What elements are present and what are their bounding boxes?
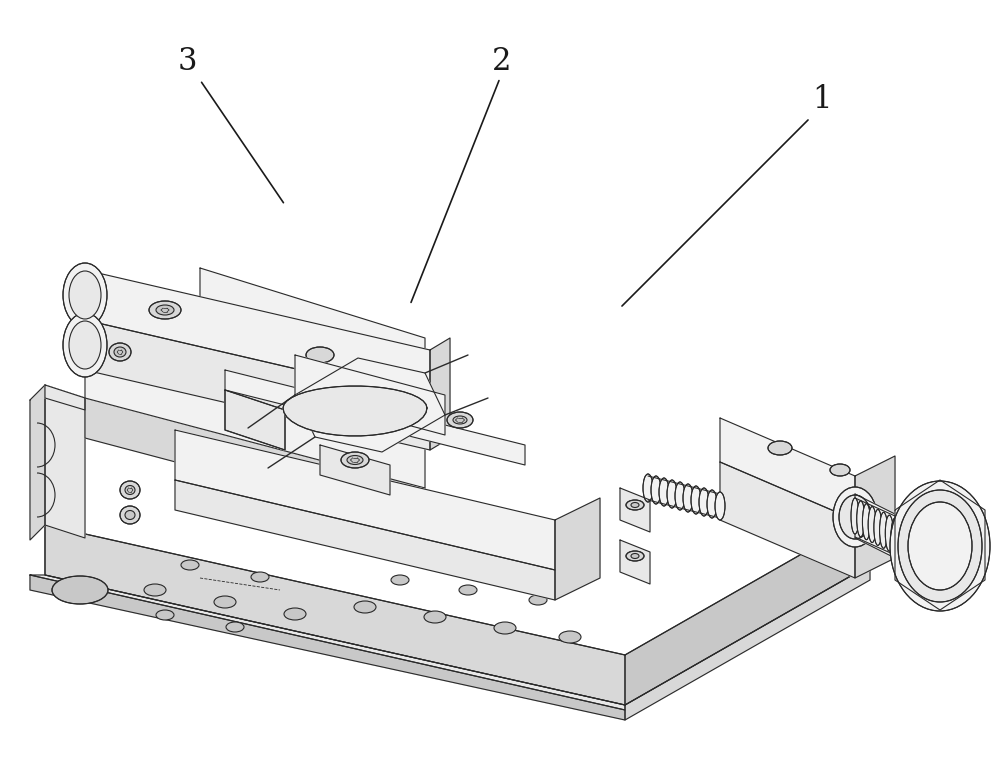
Ellipse shape <box>494 622 516 634</box>
Ellipse shape <box>890 481 990 611</box>
Ellipse shape <box>626 551 644 561</box>
Ellipse shape <box>874 509 882 545</box>
Ellipse shape <box>631 554 639 558</box>
Ellipse shape <box>891 518 899 554</box>
Polygon shape <box>200 268 425 390</box>
Ellipse shape <box>559 631 581 643</box>
Polygon shape <box>620 488 650 532</box>
Polygon shape <box>45 385 85 538</box>
Ellipse shape <box>683 484 693 512</box>
Polygon shape <box>295 358 445 452</box>
Ellipse shape <box>851 498 859 534</box>
Ellipse shape <box>156 610 174 620</box>
Ellipse shape <box>868 507 876 542</box>
Polygon shape <box>85 270 430 400</box>
Ellipse shape <box>214 596 236 608</box>
Ellipse shape <box>125 511 135 519</box>
Ellipse shape <box>691 486 701 514</box>
Ellipse shape <box>114 347 126 357</box>
Polygon shape <box>30 575 625 710</box>
Polygon shape <box>320 445 390 495</box>
Ellipse shape <box>833 487 877 547</box>
Ellipse shape <box>715 492 725 520</box>
Ellipse shape <box>675 482 685 510</box>
Polygon shape <box>720 462 855 578</box>
Ellipse shape <box>459 585 477 595</box>
Polygon shape <box>225 390 285 450</box>
Polygon shape <box>45 525 625 705</box>
Ellipse shape <box>447 412 473 428</box>
Ellipse shape <box>69 271 101 319</box>
Ellipse shape <box>707 490 717 518</box>
Ellipse shape <box>149 301 181 319</box>
Polygon shape <box>225 390 285 450</box>
Ellipse shape <box>651 476 661 504</box>
Text: 3: 3 <box>178 47 198 78</box>
Ellipse shape <box>226 622 244 632</box>
Ellipse shape <box>908 502 972 590</box>
Polygon shape <box>30 385 45 540</box>
Ellipse shape <box>885 515 893 551</box>
Ellipse shape <box>667 480 677 508</box>
Polygon shape <box>175 480 555 600</box>
Ellipse shape <box>354 601 376 613</box>
Polygon shape <box>85 320 425 430</box>
Ellipse shape <box>156 305 174 315</box>
Ellipse shape <box>424 611 446 623</box>
Ellipse shape <box>69 321 101 369</box>
Ellipse shape <box>63 313 107 377</box>
Ellipse shape <box>63 263 107 327</box>
Polygon shape <box>430 338 450 450</box>
Polygon shape <box>85 320 430 450</box>
Ellipse shape <box>643 474 653 502</box>
Polygon shape <box>625 515 870 705</box>
Polygon shape <box>45 385 85 410</box>
Polygon shape <box>85 398 425 528</box>
Ellipse shape <box>699 488 709 516</box>
Polygon shape <box>85 340 425 488</box>
Ellipse shape <box>626 500 644 510</box>
Ellipse shape <box>898 490 982 602</box>
Ellipse shape <box>391 575 409 585</box>
Ellipse shape <box>857 501 865 537</box>
Ellipse shape <box>529 595 547 605</box>
Polygon shape <box>45 515 870 705</box>
Polygon shape <box>720 418 855 520</box>
Ellipse shape <box>120 481 140 499</box>
Ellipse shape <box>125 485 135 495</box>
Ellipse shape <box>862 504 870 540</box>
Ellipse shape <box>284 608 306 620</box>
Ellipse shape <box>880 512 888 548</box>
Ellipse shape <box>109 343 131 361</box>
Text: 2: 2 <box>492 47 512 78</box>
Text: 1: 1 <box>812 84 832 115</box>
Ellipse shape <box>306 347 334 363</box>
Ellipse shape <box>347 455 363 465</box>
Ellipse shape <box>120 506 140 524</box>
Polygon shape <box>625 565 870 720</box>
Polygon shape <box>295 355 445 435</box>
Ellipse shape <box>768 441 792 455</box>
Polygon shape <box>855 494 895 558</box>
Ellipse shape <box>251 572 269 582</box>
Polygon shape <box>283 386 427 436</box>
Ellipse shape <box>659 478 669 506</box>
Polygon shape <box>855 456 895 578</box>
Polygon shape <box>895 480 985 610</box>
Polygon shape <box>225 370 525 465</box>
Ellipse shape <box>52 576 108 604</box>
Ellipse shape <box>181 560 199 570</box>
Ellipse shape <box>839 495 871 539</box>
Ellipse shape <box>341 452 369 468</box>
Polygon shape <box>30 575 625 720</box>
Polygon shape <box>620 540 650 584</box>
Ellipse shape <box>631 502 639 508</box>
Polygon shape <box>555 498 600 600</box>
Ellipse shape <box>144 584 166 596</box>
Ellipse shape <box>830 464 850 476</box>
Ellipse shape <box>453 416 467 424</box>
Polygon shape <box>175 430 555 570</box>
